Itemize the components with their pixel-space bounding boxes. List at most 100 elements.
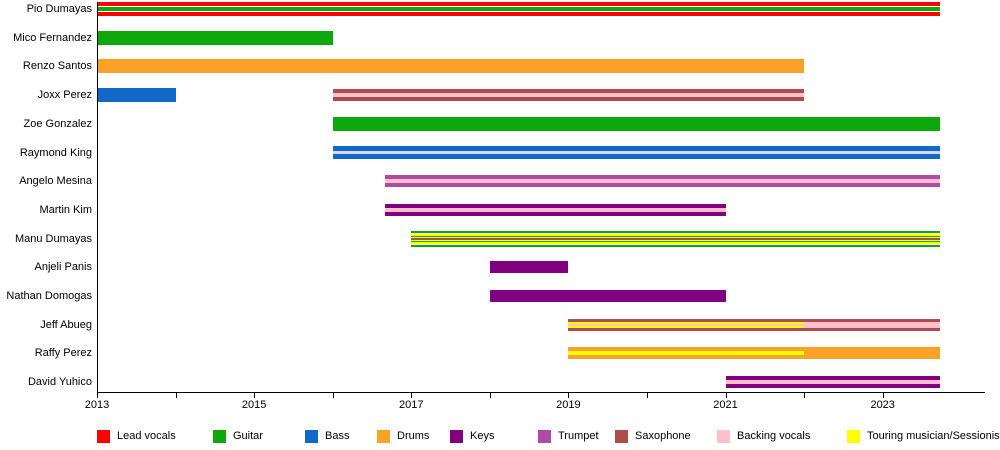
bar-stripe-guitar [411,240,941,242]
member-label: Raffy Perez [34,347,92,360]
member-bar [332,89,805,102]
member-label: Angelo Mesina [19,175,92,188]
legend-item: Touring musician/Sessionist [847,429,1000,443]
legend-swatch-guitar [213,429,226,443]
bar-stripe-touring [411,236,941,238]
bar-stripe-lavender [332,151,941,154]
axis-tick-label: 2019 [556,399,581,411]
bar-stripe-white [411,243,941,245]
axis-tick [489,393,491,398]
member-bar [568,318,805,331]
member-label: Pio Dumayas [26,3,92,15]
bar-stripe-saxophone [411,237,941,240]
bar-stripe-white [97,6,941,7]
member-bar [97,88,176,103]
bar-stripe-bass [332,154,941,159]
member-label: Jeff Abueg [40,318,92,331]
member-label: Manu Dumayas [14,232,92,245]
bar-stripe-saxophone [332,89,805,94]
bar-stripe-backing_vocals [332,93,805,98]
axis-tick [646,393,648,398]
bar-stripe-bass [332,146,941,151]
legend-item: Backing vocals [717,429,810,443]
legend-swatch-drums [377,429,390,443]
legend-swatch-lead_vocals [97,429,110,443]
legend-item: Keys [450,429,494,443]
member-label: David Yuhico [27,376,92,389]
member-label: Nathan Domogas [6,290,92,302]
member-label: Renzo Santos [22,60,92,73]
bar-stripe-keys [385,211,726,216]
legend-item: Drums [377,429,429,443]
bar-stripe-keys [725,376,941,381]
legend-label: Bass [325,430,350,442]
bar-stripe-trumpet [385,175,941,180]
legend-label: Lead vocals [117,430,176,442]
bar-stripe-guitar [97,7,941,11]
bar-stripe-lead_vocals [97,12,941,16]
axis-tick [725,393,727,398]
bar-stripe-touring [411,241,941,244]
legend-swatch-touring [847,429,860,443]
member-bar [489,290,726,302]
axis-tick [804,393,806,398]
axis-tick [97,393,98,398]
bar-stripe-keys [489,290,726,302]
member-bar [385,203,726,216]
axis-tick-label: 2013 [84,399,110,411]
member-bar [332,116,941,131]
x-axis-baseline [97,392,985,393]
legend-label: Touring musician/Sessionist [867,430,1000,442]
member-bar [385,175,941,188]
member-bar [97,59,805,74]
bar-stripe-backing_vocals [568,323,805,326]
legend-item: Guitar [213,429,263,443]
bar-stripe-saxophone [568,327,805,331]
bar-stripe-guitar [411,244,941,247]
bar-stripe-guitar [411,230,941,233]
member-bar [804,318,941,331]
axis-tick-label: 2021 [713,399,738,411]
legend-label: Saxophone [635,430,691,442]
bar-stripe-keys [489,261,569,274]
bar-stripe-touring [411,239,941,241]
axis-tick-label: 2023 [870,399,895,411]
member-label: Martin Kim [39,203,92,216]
bar-stripe-saxophone [332,97,805,102]
bar-stripe-drums [568,355,805,360]
bar-stripe-guitar [332,116,941,131]
legend-swatch-saxophone [615,429,628,443]
y-axis-line [97,2,98,392]
legend-item: Saxophone [615,429,691,443]
axis-tick [175,393,177,398]
axis-tick [568,393,570,398]
bar-stripe-drums [568,347,805,352]
axis-tick [254,393,256,398]
bar-stripe-drums [97,59,805,74]
bar-stripe-bass [97,88,176,103]
bar-stripe-trumpet [385,183,941,188]
bar-stripe-white [97,11,941,12]
axis-tick [882,393,884,398]
bar-stripe-guitar [411,235,941,237]
bar-stripe-touring [568,321,805,324]
axis-tick-label: 2017 [399,399,424,411]
member-label: Anjeli Panis [34,261,92,274]
legend-label: Keys [470,430,495,442]
bar-stripe-drums [804,347,941,360]
legend-label: Backing vocals [737,430,811,442]
member-bar [332,146,941,159]
member-label: Joxx Perez [37,89,92,102]
member-label: Mico Fernandez [13,31,92,44]
legend-swatch-keys [450,429,463,443]
bar-stripe-keys [725,384,941,389]
legend-item: Trumpet [538,429,599,443]
axis-tick-label: 2015 [241,399,267,411]
bar-stripe-saxophone [568,318,805,322]
bar-stripe-backing_vocals [385,207,726,212]
legend-label: Guitar [233,430,263,442]
axis-tick [411,393,413,398]
bar-stripe-backing_vocals [804,321,941,328]
member-label: Zoe Gonzalez [23,117,92,130]
